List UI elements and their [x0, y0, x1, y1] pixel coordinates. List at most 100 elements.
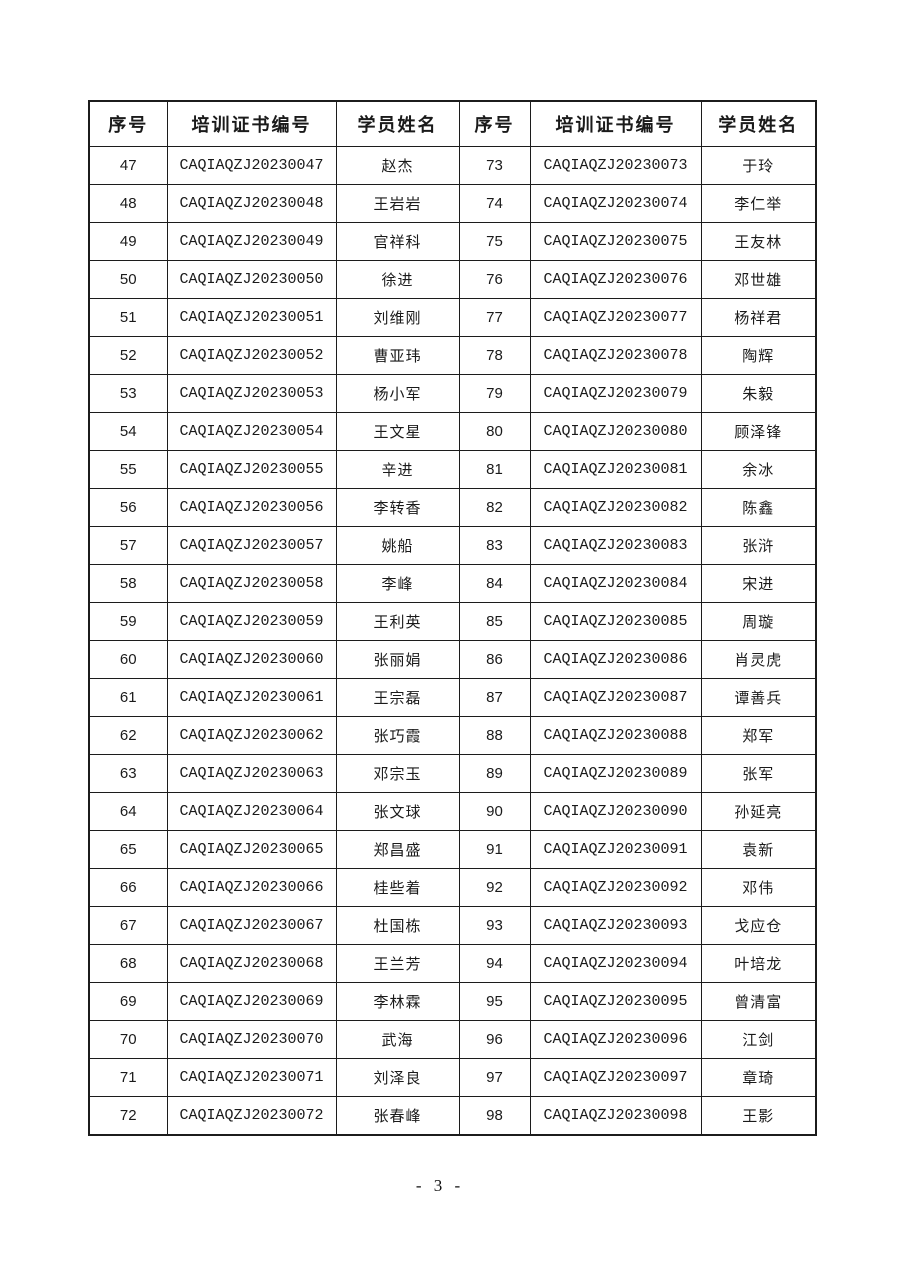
certificate-number-cell: CAQIAQZJ20230066 — [166, 868, 337, 907]
certificate-number-cell: CAQIAQZJ20230076 — [529, 260, 702, 299]
serial-number-cell: 92 — [458, 868, 531, 907]
student-name-cell: 姚船 — [335, 526, 460, 565]
student-name-cell: 张巧霞 — [335, 716, 460, 755]
certificate-number-cell: CAQIAQZJ20230084 — [529, 564, 702, 603]
serial-number-cell: 53 — [88, 374, 168, 413]
student-name-cell: 杨小军 — [335, 374, 460, 413]
serial-number-cell: 49 — [88, 222, 168, 261]
serial-number-cell: 66 — [88, 868, 168, 907]
header-student-name-right: 学员姓名 — [700, 100, 817, 147]
certificate-number-cell: CAQIAQZJ20230067 — [166, 906, 337, 945]
table-row: 66 CAQIAQZJ20230066 桂些着 92 CAQIAQZJ20230092 邓… — [88, 868, 817, 907]
certificate-number-cell: CAQIAQZJ20230073 — [529, 146, 702, 185]
table-row: 59 CAQIAQZJ20230059 王利英 85 CAQIAQZJ20230085 周… — [88, 602, 817, 641]
certificate-number-cell: CAQIAQZJ20230090 — [529, 792, 702, 831]
student-name-cell: 顾泽锋 — [700, 412, 817, 451]
certificate-number-cell: CAQIAQZJ20230089 — [529, 754, 702, 793]
student-name-cell: 张丽娟 — [335, 640, 460, 679]
table-row: 63 CAQIAQZJ20230063 邓宗玉 89 CAQIAQZJ20230089 张… — [88, 754, 817, 793]
student-name-cell: 宋进 — [700, 564, 817, 603]
certificate-number-cell: CAQIAQZJ20230059 — [166, 602, 337, 641]
table-row: 48 CAQIAQZJ20230048 王岩岩 74 CAQIAQZJ20230074 李… — [88, 184, 817, 223]
serial-number-cell: 95 — [458, 982, 531, 1021]
certificate-number-cell: CAQIAQZJ20230080 — [529, 412, 702, 451]
certificate-number-cell: CAQIAQZJ20230094 — [529, 944, 702, 983]
certificate-number-cell: CAQIAQZJ20230053 — [166, 374, 337, 413]
student-name-cell: 邓伟 — [700, 868, 817, 907]
serial-number-cell: 79 — [458, 374, 531, 413]
serial-number-cell: 90 — [458, 792, 531, 831]
certificate-table: 序号 培训证书编号 学员姓名 序号 培训证书编号 学员姓名 47 CAQIAQZJ… — [88, 100, 817, 1136]
certificate-number-cell: CAQIAQZJ20230097 — [529, 1058, 702, 1097]
student-name-cell: 江剑 — [700, 1020, 817, 1059]
student-name-cell: 于玲 — [700, 146, 817, 185]
table-row: 60 CAQIAQZJ20230060 张丽娟 86 CAQIAQZJ20230086 肖… — [88, 640, 817, 679]
certificate-number-cell: CAQIAQZJ20230057 — [166, 526, 337, 565]
serial-number-cell: 98 — [458, 1096, 531, 1136]
student-name-cell: 郑昌盛 — [335, 830, 460, 869]
serial-number-cell: 86 — [458, 640, 531, 679]
serial-number-cell: 67 — [88, 906, 168, 945]
student-name-cell: 曾清富 — [700, 982, 817, 1021]
student-name-cell: 赵杰 — [335, 146, 460, 185]
certificate-number-cell: CAQIAQZJ20230051 — [166, 298, 337, 337]
serial-number-cell: 88 — [458, 716, 531, 755]
certificate-number-cell: CAQIAQZJ20230063 — [166, 754, 337, 793]
table-row: 49 CAQIAQZJ20230049 官祥科 75 CAQIAQZJ20230075 王… — [88, 222, 817, 261]
student-name-cell: 王影 — [700, 1096, 817, 1136]
table-row: 70 CAQIAQZJ20230070 武海 96 CAQIAQZJ20230096 江剑 — [88, 1020, 817, 1059]
student-name-cell: 陈鑫 — [700, 488, 817, 527]
student-name-cell: 王文星 — [335, 412, 460, 451]
serial-number-cell: 65 — [88, 830, 168, 869]
table-row: 51 CAQIAQZJ20230051 刘维刚 77 CAQIAQZJ20230077 杨… — [88, 298, 817, 337]
certificate-number-cell: CAQIAQZJ20230062 — [166, 716, 337, 755]
student-name-cell: 章琦 — [700, 1058, 817, 1097]
certificate-number-cell: CAQIAQZJ20230060 — [166, 640, 337, 679]
serial-number-cell: 59 — [88, 602, 168, 641]
student-name-cell: 袁新 — [700, 830, 817, 869]
header-serial-number-left: 序号 — [88, 100, 168, 147]
certificate-number-cell: CAQIAQZJ20230087 — [529, 678, 702, 717]
certificate-number-cell: CAQIAQZJ20230071 — [166, 1058, 337, 1097]
student-name-cell: 叶培龙 — [700, 944, 817, 983]
serial-number-cell: 87 — [458, 678, 531, 717]
serial-number-cell: 69 — [88, 982, 168, 1021]
table-row: 65 CAQIAQZJ20230065 郑昌盛 91 CAQIAQZJ20230091 袁… — [88, 830, 817, 869]
serial-number-cell: 76 — [458, 260, 531, 299]
table-row: 64 CAQIAQZJ20230064 张文球 90 CAQIAQZJ20230090 孙… — [88, 792, 817, 831]
certificate-number-cell: CAQIAQZJ20230054 — [166, 412, 337, 451]
student-name-cell: 李峰 — [335, 564, 460, 603]
header-certificate-number-left: 培训证书编号 — [166, 100, 337, 147]
student-name-cell: 王利英 — [335, 602, 460, 641]
serial-number-cell: 47 — [88, 146, 168, 185]
serial-number-cell: 58 — [88, 564, 168, 603]
serial-number-cell: 72 — [88, 1096, 168, 1136]
serial-number-cell: 55 — [88, 450, 168, 489]
student-name-cell: 李仁举 — [700, 184, 817, 223]
table-row: 54 CAQIAQZJ20230054 王文星 80 CAQIAQZJ20230080 顾… — [88, 412, 817, 451]
table-row: 67 CAQIAQZJ20230067 杜国栋 93 CAQIAQZJ20230093 戈… — [88, 906, 817, 945]
student-name-cell: 王岩岩 — [335, 184, 460, 223]
student-name-cell: 邓宗玉 — [335, 754, 460, 793]
table-row: 61 CAQIAQZJ20230061 王宗磊 87 CAQIAQZJ20230087 谭… — [88, 678, 817, 717]
certificate-number-cell: CAQIAQZJ20230049 — [166, 222, 337, 261]
table-row: 69 CAQIAQZJ20230069 李林霖 95 CAQIAQZJ20230095 曾… — [88, 982, 817, 1021]
student-name-cell: 邓世雄 — [700, 260, 817, 299]
serial-number-cell: 74 — [458, 184, 531, 223]
student-name-cell: 李转香 — [335, 488, 460, 527]
table-row: 68 CAQIAQZJ20230068 王兰芳 94 CAQIAQZJ20230094 叶… — [88, 944, 817, 983]
certificate-number-cell: CAQIAQZJ20230091 — [529, 830, 702, 869]
certificate-number-cell: CAQIAQZJ20230047 — [166, 146, 337, 185]
serial-number-cell: 84 — [458, 564, 531, 603]
serial-number-cell: 57 — [88, 526, 168, 565]
certificate-number-cell: CAQIAQZJ20230093 — [529, 906, 702, 945]
certificate-number-cell: CAQIAQZJ20230079 — [529, 374, 702, 413]
serial-number-cell: 60 — [88, 640, 168, 679]
certificate-number-cell: CAQIAQZJ20230086 — [529, 640, 702, 679]
certificate-number-cell: CAQIAQZJ20230078 — [529, 336, 702, 375]
certificate-number-cell: CAQIAQZJ20230082 — [529, 488, 702, 527]
certificate-number-cell: CAQIAQZJ20230081 — [529, 450, 702, 489]
certificate-number-cell: CAQIAQZJ20230098 — [529, 1096, 702, 1136]
student-name-cell: 郑军 — [700, 716, 817, 755]
